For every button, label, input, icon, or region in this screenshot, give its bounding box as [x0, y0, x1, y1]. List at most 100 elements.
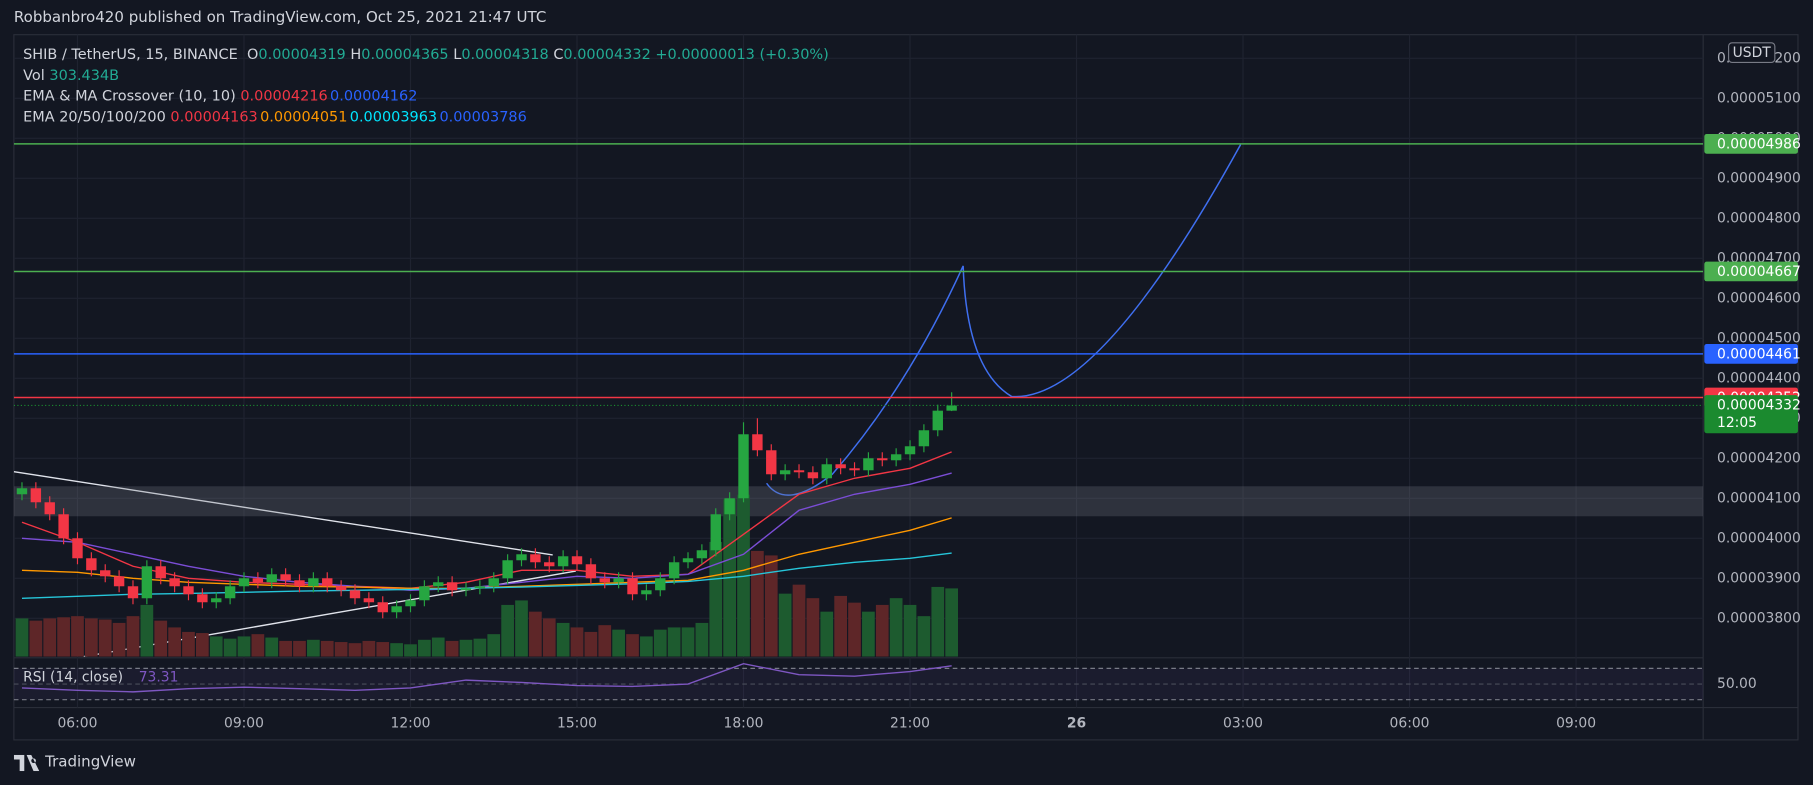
volume-bar: [29, 620, 43, 657]
level-tag: [1704, 261, 1798, 282]
candle-body: [100, 570, 111, 577]
volume-bar: [945, 588, 959, 657]
candle-body: [877, 458, 888, 461]
volume-bar: [515, 600, 528, 657]
candle-body: [571, 556, 583, 565]
y-tick-label: 0.00003900: [1717, 570, 1801, 586]
volume-bar: [362, 640, 376, 657]
volume-bar: [501, 604, 514, 657]
volume-bar: [140, 604, 154, 657]
candle-body: [696, 550, 708, 559]
candle-body: [627, 578, 638, 595]
legend-row: EMA & MA Crossover (10, 10) 0.00004216 0.0…: [23, 86, 833, 107]
rsi-tick-label: 50.00: [1717, 676, 1757, 692]
indicator-name: EMA & MA Crossover (10, 10): [23, 86, 236, 105]
candle-body: [655, 578, 666, 591]
candle-body: [793, 470, 805, 473]
volume-bar: [778, 593, 792, 657]
volume-bar: [820, 611, 834, 657]
candle-body: [932, 410, 943, 431]
rsi-line: [21, 662, 952, 693]
change: +0.00000013 (+0.30%): [655, 45, 829, 63]
candle-body: [72, 538, 83, 559]
volume-bar: [875, 604, 889, 657]
volume-bar: [71, 616, 84, 657]
volume-bar: [43, 618, 57, 657]
x-tick-label: 06:00: [1390, 716, 1430, 732]
volume-bar: [265, 637, 279, 657]
trendline: [13, 471, 553, 556]
ohlc-value: 0.00004365: [361, 45, 449, 63]
candle-body: [668, 562, 680, 579]
last-price-tag: [1704, 395, 1798, 434]
candle-body: [86, 558, 97, 571]
volume-bar: [196, 633, 209, 657]
candle-body: [474, 586, 486, 589]
candle-body: [224, 586, 236, 599]
ohlc-key: H: [350, 45, 362, 63]
y-tick-label: 0.00004100: [1717, 490, 1801, 506]
countdown: 12:05: [1717, 415, 1757, 431]
volume-bar: [862, 611, 875, 657]
volume-bar: [223, 638, 237, 657]
candle-body: [460, 588, 472, 591]
grid: [13, 34, 1704, 708]
volume-bar: [917, 616, 931, 657]
candle-body: [904, 446, 916, 455]
volume-bar: [473, 638, 487, 657]
brand: TradingView: [45, 753, 136, 772]
candle-body: [308, 578, 319, 587]
legend: SHIB / TetherUS, 15, BINANCE O0.00004319 H…: [23, 44, 833, 127]
volume-bar: [542, 618, 556, 657]
candle-body: [30, 488, 42, 503]
candle-body: [766, 450, 777, 475]
volume-bar: [931, 586, 945, 657]
volume-bar: [431, 637, 445, 657]
x-tick-label: 15:00: [557, 716, 597, 732]
candle-body: [155, 566, 166, 579]
ohlc-value: 0.00004318: [461, 45, 549, 63]
candle-body: [946, 405, 957, 411]
candle-body: [821, 464, 832, 479]
symbol-title: SHIB / TetherUS, 15, BINANCE: [23, 45, 238, 63]
candle-body: [585, 564, 597, 579]
candle-body: [238, 578, 250, 587]
candle-body: [557, 556, 569, 567]
candle-body: [544, 562, 555, 567]
ohlc-value: 0.00004319: [258, 45, 346, 63]
volume-bar: [126, 616, 140, 657]
zone: [13, 486, 1704, 517]
candle-body: [58, 514, 69, 539]
y-tick-label: 0.00004500: [1717, 330, 1801, 346]
candle-body: [530, 554, 541, 563]
candle-body: [433, 582, 444, 587]
y-tick-label: 0.00004800: [1717, 210, 1801, 226]
volume-bar: [348, 643, 362, 657]
candle-body: [335, 586, 347, 591]
volume-bar: [598, 625, 612, 657]
volume-bar: [487, 634, 501, 657]
volume-bar: [556, 622, 570, 657]
y-tick-label: 0.00004600: [1717, 290, 1801, 306]
x-tick-label: 26: [1067, 716, 1086, 732]
candle-body: [599, 578, 610, 583]
publisher-header: Robbanbro420 published on TradingView.co…: [13, 9, 547, 27]
indicator-name: EMA 20/50/100/200: [23, 107, 166, 125]
currency: USDT: [1733, 45, 1772, 61]
y-tick-label: 0.00004400: [1717, 370, 1801, 386]
indicator-value: 303.434B: [49, 65, 120, 84]
volume-bar: [168, 627, 181, 657]
candle-body: [516, 554, 527, 561]
candle-body: [183, 586, 194, 595]
candle-body: [391, 606, 402, 613]
candle-body: [863, 458, 874, 471]
candle-body: [724, 498, 735, 515]
candle-body: [197, 594, 208, 603]
volume-bar: [390, 643, 403, 657]
x-tick-label: 03:00: [1223, 716, 1263, 732]
ohlc-value: 0.00004332: [563, 45, 651, 63]
indicator-value: 0.00004051: [260, 107, 348, 125]
candle-body: [682, 558, 694, 563]
volume-bar: [251, 634, 265, 657]
volume-bar: [653, 629, 667, 657]
